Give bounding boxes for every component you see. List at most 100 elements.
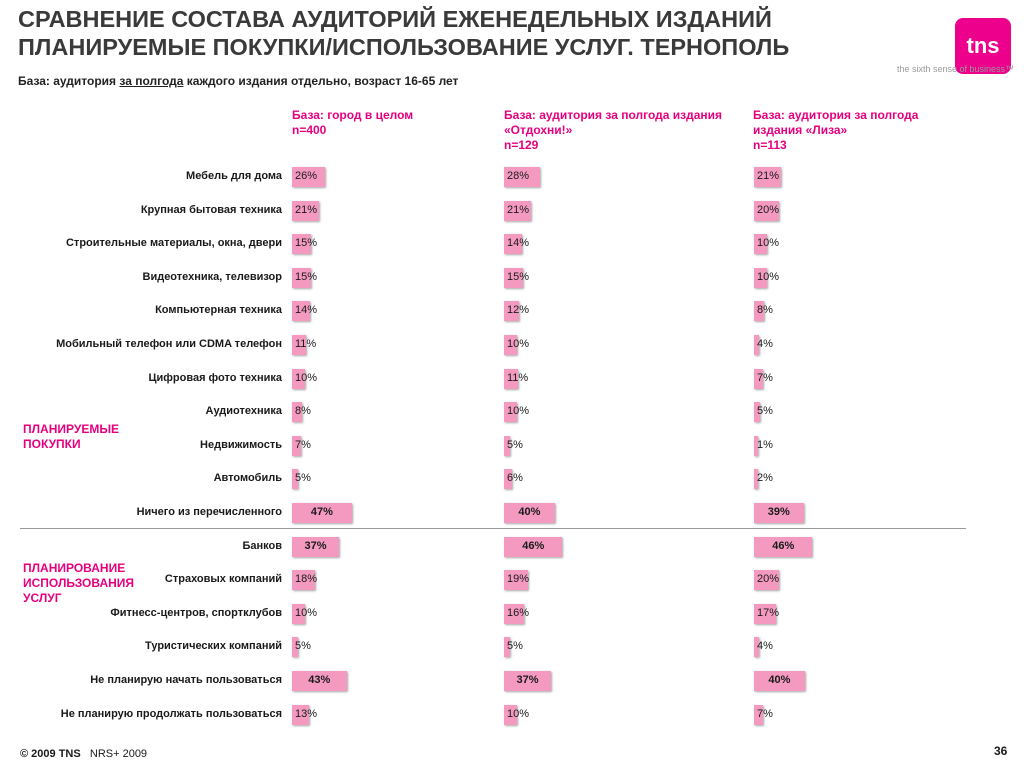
data-label-series-1: 21% (295, 203, 318, 216)
copyright: © 2009 TNS (20, 748, 81, 760)
data-label-series-3: 7% (757, 707, 773, 720)
data-label-series-1: 18% (295, 573, 318, 586)
tns-logo: tns (955, 18, 1011, 74)
category-label: Ничего из перечисленного (136, 506, 282, 518)
category-label: Видеотехника, телевизор (142, 270, 283, 283)
bar-series-1 (292, 167, 326, 187)
section-label-2: ПЛАНИРОВАНИЕ ИСПОЛЬЗОВАНИЯ УСЛУГ (23, 561, 134, 606)
column-header-3-line-3: n=113 (753, 138, 787, 152)
bar-series-2 (504, 167, 540, 187)
bar-series-2 (504, 368, 518, 389)
column-header-2-line-3: n=129 (504, 138, 539, 152)
data-label-series-3: 4% (757, 640, 773, 653)
bar-series-1 (292, 435, 301, 456)
category-label: Фитнесс-центров, спортклубов (110, 606, 282, 619)
category-label: Цифровая фото техника (148, 371, 282, 384)
data-label-series-2: 6% (507, 472, 523, 485)
section-label-2-line-3: УСЛУГ (23, 591, 62, 605)
bar-series-1 (292, 503, 352, 523)
data-label-series-1: 15% (295, 237, 318, 250)
section-label-2-line-1: ПЛАНИРОВАНИЕ (23, 561, 126, 575)
bar-series-1 (292, 234, 312, 255)
data-label-series-2: 14% (507, 237, 530, 250)
data-label-series-3: 10% (757, 270, 780, 283)
bar-series-1 (292, 603, 305, 624)
tns-logo-text: tns (966, 33, 1000, 58)
category-label: Компьютерная техника (155, 304, 282, 317)
data-label-series-3: 40% (768, 674, 791, 686)
data-label-series-2: 12% (507, 304, 530, 317)
bar-series-3 (754, 704, 763, 725)
category-label: Банков (242, 539, 282, 552)
bar-series-1 (292, 704, 309, 725)
data-label-series-2: 37% (516, 674, 539, 686)
bar-series-2 (504, 402, 517, 423)
data-label-series-2: 16% (507, 606, 530, 619)
bar-series-2 (504, 603, 525, 624)
bar-series-3 (754, 368, 763, 389)
bar-series-2 (504, 536, 563, 557)
data-label-series-1: 5% (295, 472, 311, 485)
base-description-underlined: за полгода (119, 74, 184, 88)
category-label: Недвижимость (200, 438, 282, 451)
data-label-series-3: 20% (757, 203, 780, 216)
bar-series-3 (754, 637, 760, 658)
bar-series-2 (504, 570, 529, 591)
data-label-series-2: 10% (507, 707, 530, 720)
data-label-series-2: 21% (507, 203, 530, 216)
category-label: Туристических компаний (145, 640, 282, 653)
section-divider (20, 528, 966, 529)
bar-series-1 (292, 200, 319, 221)
data-label-series-3: 17% (757, 606, 780, 619)
bar-series-1 (292, 301, 310, 322)
data-label-series-1: 5% (295, 640, 311, 653)
data-label-series-3: 5% (757, 405, 773, 418)
section-label-2-line-2: ИСПОЛЬЗОВАНИЯ (23, 576, 135, 590)
bar-series-1 (292, 402, 303, 423)
column-header-3: База: аудитория за полгода издания «Лиза»… (753, 108, 918, 153)
column-header-3-line-1: База: аудитория за полгода (753, 108, 919, 122)
category-label: Мобильный телефон или CDMA телефон (56, 338, 282, 350)
bar-series-3 (754, 536, 813, 557)
data-label-series-3: 21% (757, 170, 780, 182)
category-label: Страховых компаний (164, 573, 282, 586)
section-label-1: ПЛАНИРУЕМЫЕ ПОКУПКИ (23, 422, 119, 452)
bar-series-1 (292, 671, 347, 691)
bar-series-1 (292, 335, 306, 355)
bar-series-2 (504, 637, 511, 658)
bar-series-1 (292, 536, 339, 557)
column-header-2-line-2: «Отдохни!» (504, 123, 573, 137)
data-label-series-2: 5% (507, 438, 523, 451)
category-label: Не планирую начать пользоваться (90, 674, 282, 686)
bar-series-3 (754, 167, 781, 187)
data-label-series-3: 20% (757, 573, 780, 586)
page-title-line-2: ПЛАНИРУЕМЫЕ ПОКУПКИ/ИСПОЛЬЗОВАНИЕ УСЛУГ.… (18, 34, 790, 60)
data-label-series-2: 40% (518, 506, 541, 518)
data-label-series-3: 1% (757, 438, 773, 451)
bar-series-3 (754, 503, 804, 523)
data-label-series-3: 7% (757, 371, 773, 384)
data-label-series-1: 10% (295, 371, 318, 384)
data-label-series-3: 46% (772, 539, 795, 552)
data-label-series-1: 26% (295, 170, 318, 182)
data-label-series-2: 11% (507, 371, 529, 384)
data-label-series-3: 4% (757, 338, 773, 350)
bar-series-2 (504, 335, 517, 355)
bar-series-3 (754, 301, 765, 322)
data-label-series-1: 14% (295, 304, 318, 317)
column-header-1-line-1: База: город в целом (292, 108, 414, 122)
bar-series-2 (504, 469, 512, 490)
bar-series-3 (754, 335, 760, 355)
column-header-1: База: город в целом n=400 (292, 108, 413, 138)
data-label-series-3: 10% (757, 237, 780, 250)
column-header-2: База: аудитория за полгода издания «Отдох… (504, 108, 722, 153)
data-label-series-1: 13% (295, 707, 318, 720)
bar-series-1 (292, 570, 315, 591)
data-label-series-1: 11% (295, 338, 317, 350)
data-label-series-2: 10% (507, 405, 530, 418)
data-label-series-1: 7% (295, 438, 311, 451)
data-label-series-1: 43% (308, 674, 331, 686)
data-label-series-1: 10% (295, 606, 318, 619)
section-label-1-line-1: ПЛАНИРУЕМЫЕ (23, 422, 120, 436)
bar-series-1 (292, 637, 299, 658)
